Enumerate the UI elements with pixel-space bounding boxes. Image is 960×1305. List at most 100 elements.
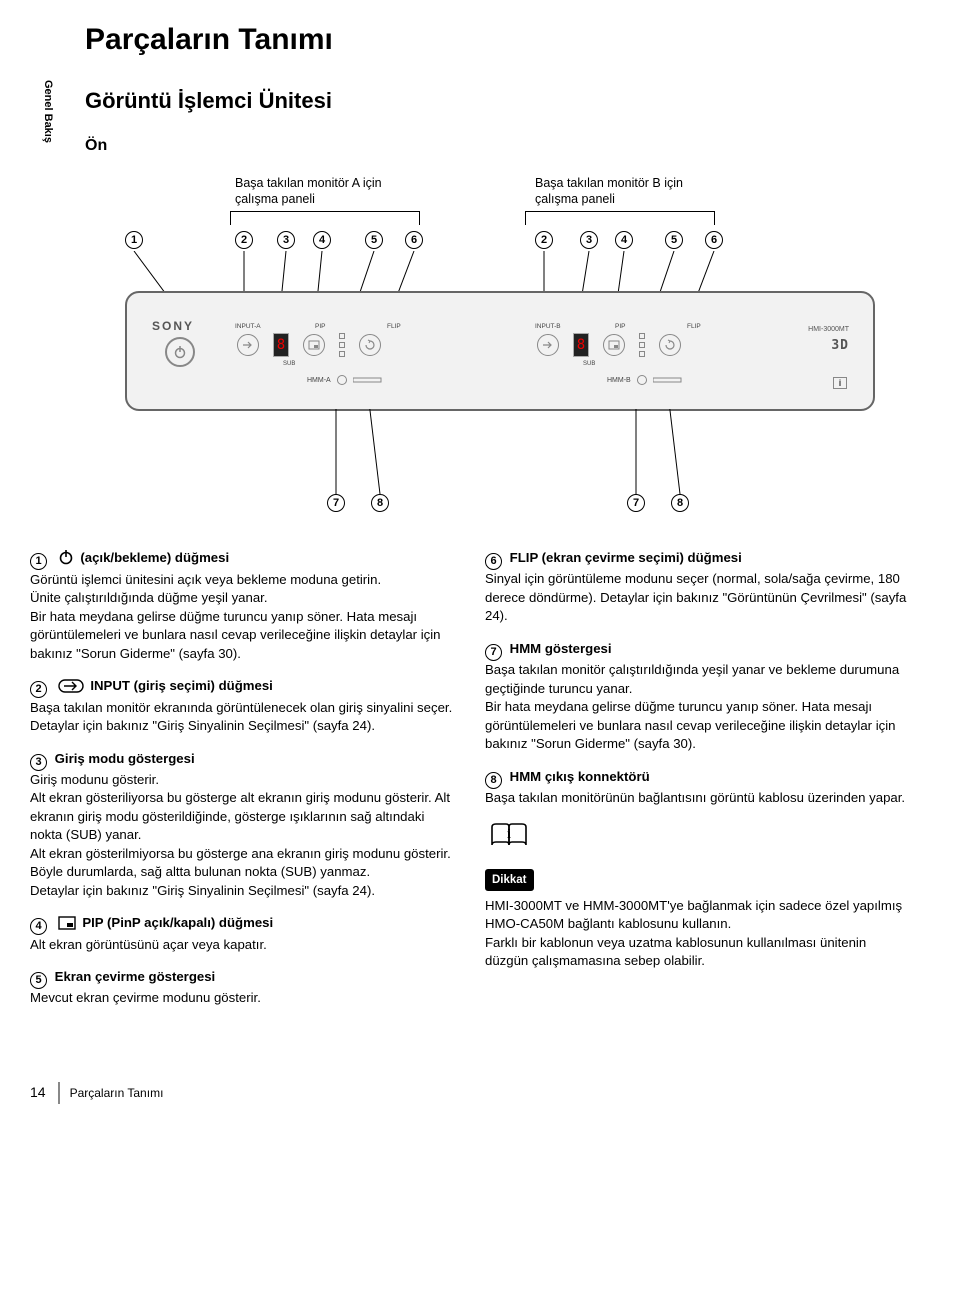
callout-6b: 6 [705, 231, 723, 249]
input-button-b-icon [537, 334, 559, 356]
hmm-b: HMM-B [607, 375, 683, 385]
item-6-head: FLIP (ekran çevirme seçimi) düğmesi [510, 550, 742, 565]
threeD-label: 3D [831, 337, 849, 355]
power-icon [58, 549, 74, 570]
item-4-head: PIP (PinP açık/kapalı) düğmesi [82, 915, 273, 930]
item-6: 6 FLIP (ekran çevirme seçimi) düğmesi Si… [485, 549, 910, 626]
flip-button-b-icon [659, 334, 681, 356]
page-number: 14 [30, 1083, 46, 1102]
item-6-num: 6 [485, 553, 502, 570]
callout-2a: 2 [235, 231, 253, 249]
label-flip-a: FLIP [387, 323, 401, 332]
item-2: 2 INPUT (giriş seçimi) düğmesi Başa takı… [30, 677, 455, 735]
callout-5b: 5 [665, 231, 683, 249]
info-icon: i [833, 377, 847, 389]
item-5-head: Ekran çevirme göstergesi [55, 969, 216, 984]
label-input-b: INPUT-B [535, 323, 561, 332]
bracket-label-a: Başa takılan monitör A için çalışma pane… [235, 175, 415, 208]
callout-6a: 6 [405, 231, 423, 249]
pip-button-a-icon [303, 334, 325, 356]
power-button-icon [165, 337, 195, 367]
callout-3a: 3 [277, 231, 295, 249]
label-input-a: INPUT-A [235, 323, 261, 332]
label-flip-b: FLIP [687, 323, 701, 332]
sidebar-label: Genel Bakış [40, 80, 55, 143]
section-heading: Görüntü İşlemci Ünitesi [85, 86, 910, 116]
subheading-front: Ön [85, 135, 910, 157]
item-3: 3 Giriş modu göstergesi Giriş modunu gös… [30, 750, 455, 901]
label-sub-a: SUB [283, 360, 295, 368]
item-1-num: 1 [30, 553, 47, 570]
item-4: 4 PIP (PinP açık/kapalı) düğmesi Alt ekr… [30, 914, 455, 954]
input-button-a-icon [237, 334, 259, 356]
control-set-a: 8 [237, 333, 381, 357]
manual-info-icon: i [488, 821, 530, 854]
device-diagram: Başa takılan monitör A için çalışma pane… [125, 175, 875, 520]
item-3-body: Giriş modunu gösterir. Alt ekran gösteri… [30, 772, 451, 898]
sony-logo: SONY [152, 318, 194, 334]
item-2-body: Başa takılan monitör ekranında görüntüle… [30, 700, 452, 733]
warning-badge: Dikkat [485, 869, 534, 891]
callout-5a: 5 [365, 231, 383, 249]
model-label: HMI-3000MT [808, 325, 849, 334]
lower-callouts: 7 8 7 8 [125, 409, 875, 519]
hmm-jack-a-icon [337, 375, 347, 385]
hmm-jack-b-icon [637, 375, 647, 385]
item-4-body: Alt ekran görüntüsünü açar veya kapatır. [30, 937, 267, 952]
input-arrow-icon [58, 679, 84, 698]
hmm-a: HMM-A [307, 375, 383, 385]
column-left: 1 (açık/bekleme) düğmesi Görüntü işlemci… [30, 549, 455, 1022]
label-pip-b: PIP [615, 323, 625, 332]
item-6-body: Sinyal için görüntüleme modunu seçer (no… [485, 571, 906, 623]
column-right: 6 FLIP (ekran çevirme seçimi) düğmesi Si… [485, 549, 910, 1022]
callout-8b: 8 [671, 494, 689, 512]
leader-lines-top [125, 251, 875, 291]
control-set-b: 8 [537, 333, 681, 357]
page-footer: 14 Parçaların Tanımı [30, 1082, 910, 1104]
footer-title: Parçaların Tanımı [70, 1085, 164, 1101]
item-5-num: 5 [30, 972, 47, 989]
item-7-num: 7 [485, 644, 502, 661]
item-1: 1 (açık/bekleme) düğmesi Görüntü işlemci… [30, 549, 455, 663]
footer-divider [58, 1082, 60, 1104]
callout-2b: 2 [535, 231, 553, 249]
callout-3b: 3 [580, 231, 598, 249]
item-3-head: Giriş modu göstergesi [55, 751, 195, 766]
seg7-a: 8 [273, 333, 289, 357]
flip-button-a-icon [359, 334, 381, 356]
page-title: Parçaların Tanımı [85, 20, 910, 61]
flip-indicator-b [639, 333, 645, 357]
svg-text:i: i [507, 827, 511, 842]
item-5-body: Mevcut ekran çevirme modunu gösterir. [30, 990, 261, 1005]
item-8: 8 HMM çıkış konnektörü Başa takılan moni… [485, 768, 910, 808]
item-3-num: 3 [30, 754, 47, 771]
label-sub-b: SUB [583, 360, 595, 368]
callout-7a: 7 [327, 494, 345, 512]
seg7-b: 8 [573, 333, 589, 357]
item-2-head: INPUT (giriş seçimi) düğmesi [90, 678, 272, 693]
item-1-body: Görüntü işlemci ünitesini açık veya bekl… [30, 572, 441, 661]
item-4-num: 4 [30, 918, 47, 935]
label-pip-a: PIP [315, 323, 325, 332]
callout-7b: 7 [627, 494, 645, 512]
item-8-body: Başa takılan monitörünün bağlantısını gö… [485, 790, 905, 805]
callout-4b: 4 [615, 231, 633, 249]
label-hmm-a: HMM-A [307, 376, 331, 385]
item-1-head: (açık/bekleme) düğmesi [80, 550, 229, 565]
item-7: 7 HMM göstergesi Başa takılan monitör ça… [485, 640, 910, 754]
callout-4a: 4 [313, 231, 331, 249]
item-2-num: 2 [30, 681, 47, 698]
device-front-panel: SONY INPUT-A PIP FLIP INPUT-B PIP FLIP 8 [125, 291, 875, 411]
callout-1: 1 [125, 231, 143, 249]
pip-button-b-icon [603, 334, 625, 356]
item-7-body: Başa takılan monitör çalıştırıldığında y… [485, 662, 899, 751]
item-8-head: HMM çıkış konnektörü [510, 769, 650, 784]
item-5: 5 Ekran çevirme göstergesi Mevcut ekran … [30, 968, 455, 1008]
flip-indicator-a [339, 333, 345, 357]
callout-8a: 8 [371, 494, 389, 512]
bracket-label-b: Başa takılan monitör B için çalışma pane… [535, 175, 715, 208]
warning-body: HMI-3000MT ve HMM-3000MT'ye bağlanmak iç… [485, 897, 910, 971]
pip-icon [58, 916, 76, 935]
item-7-head: HMM göstergesi [510, 641, 612, 656]
item-8-num: 8 [485, 772, 502, 789]
